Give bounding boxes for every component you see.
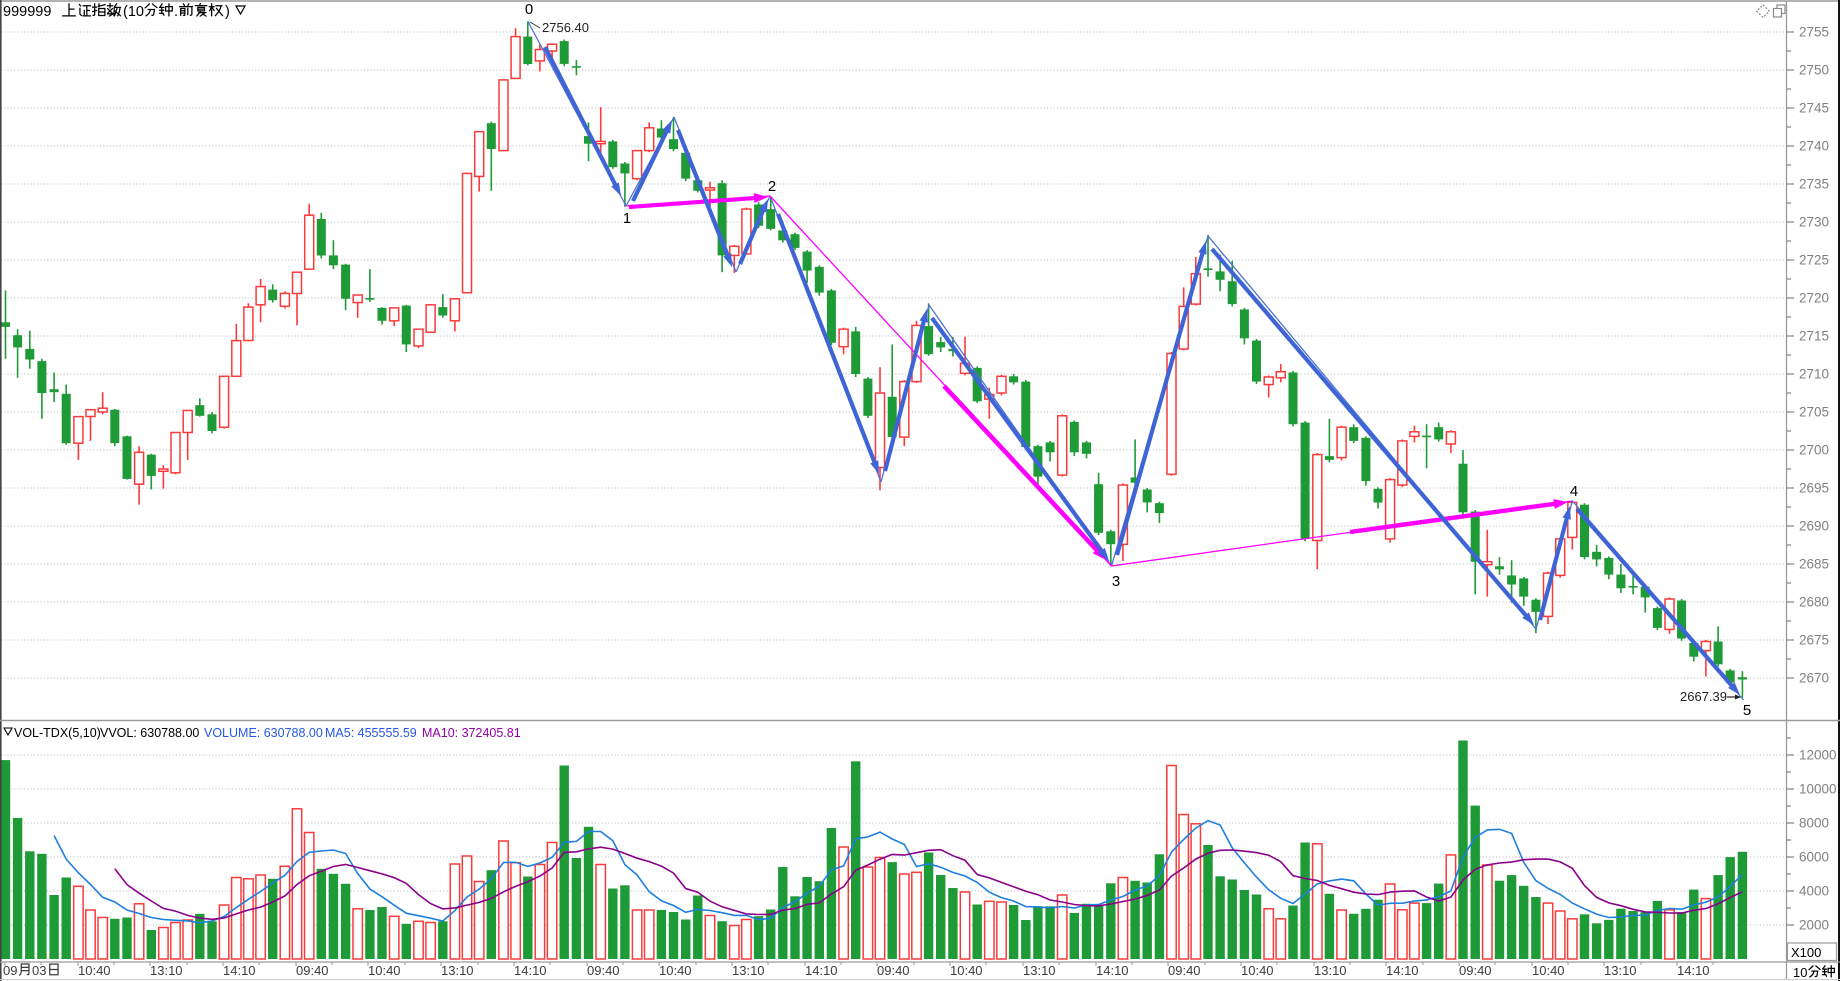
svg-text:MA5: 455555.59: MA5: 455555.59 (325, 726, 417, 740)
svg-text:10:40: 10:40 (78, 963, 111, 978)
svg-text:13:10: 13:10 (441, 963, 474, 978)
svg-text:2695: 2695 (1799, 481, 1829, 496)
svg-text:2680: 2680 (1799, 595, 1829, 610)
svg-text:2750: 2750 (1799, 63, 1829, 78)
svg-text:8000: 8000 (1799, 816, 1829, 831)
svg-text:0: 0 (525, 1, 533, 18)
svg-text:3: 3 (1112, 573, 1120, 590)
svg-text:2685: 2685 (1799, 557, 1829, 572)
svg-text:10:40: 10:40 (950, 963, 983, 978)
svg-text:2755: 2755 (1799, 25, 1829, 40)
svg-text:999999: 999999 (3, 4, 51, 20)
svg-text:2720: 2720 (1799, 291, 1829, 306)
svg-text:10:40: 10:40 (1241, 963, 1274, 978)
svg-text:2735: 2735 (1799, 177, 1829, 192)
svg-text:2725: 2725 (1799, 253, 1829, 268)
svg-text:2740: 2740 (1799, 139, 1829, 154)
svg-text:14:10: 14:10 (1677, 963, 1710, 978)
svg-text:VVOL: 630788.00: VVOL: 630788.00 (100, 726, 199, 740)
svg-text:2690: 2690 (1799, 519, 1829, 534)
svg-text:2730: 2730 (1799, 215, 1829, 230)
svg-text:12000: 12000 (1799, 748, 1837, 763)
svg-text:03: 03 (32, 963, 46, 978)
svg-text:13:10: 13:10 (150, 963, 183, 978)
svg-text:10: 10 (1793, 965, 1807, 980)
svg-text:2715: 2715 (1799, 329, 1829, 344)
svg-text:2705: 2705 (1799, 405, 1829, 420)
svg-text:10000: 10000 (1799, 782, 1837, 797)
svg-text:X100: X100 (1791, 945, 1821, 960)
svg-text:14:10: 14:10 (514, 963, 547, 978)
svg-text:2675: 2675 (1799, 633, 1829, 648)
svg-text:14:10: 14:10 (805, 963, 838, 978)
svg-text:): ) (225, 4, 230, 20)
svg-text:09:40: 09:40 (877, 963, 910, 978)
svg-text:14:10: 14:10 (223, 963, 256, 978)
svg-text:2710: 2710 (1799, 367, 1829, 382)
svg-text:4000: 4000 (1799, 884, 1829, 899)
svg-text:10:40: 10:40 (659, 963, 692, 978)
svg-text:4: 4 (1570, 483, 1578, 500)
svg-text:1: 1 (623, 210, 631, 227)
svg-text:09:40: 09:40 (296, 963, 329, 978)
svg-text:2670: 2670 (1799, 671, 1829, 686)
svg-text:13:10: 13:10 (1023, 963, 1056, 978)
svg-text:2756.40: 2756.40 (542, 20, 589, 35)
svg-text:10:40: 10:40 (1532, 963, 1565, 978)
svg-text:10:40: 10:40 (368, 963, 401, 978)
svg-text:09:40: 09:40 (1168, 963, 1201, 978)
svg-text:13:10: 13:10 (732, 963, 765, 978)
svg-text:(10: (10 (123, 4, 144, 20)
svg-text:14:10: 14:10 (1096, 963, 1129, 978)
svg-text:09:40: 09:40 (587, 963, 620, 978)
svg-text:6000: 6000 (1799, 850, 1829, 865)
svg-text:13:10: 13:10 (1314, 963, 1347, 978)
svg-text:2700: 2700 (1799, 443, 1829, 458)
svg-text:09:40: 09:40 (1459, 963, 1492, 978)
svg-text:.: . (174, 4, 178, 20)
svg-text:2: 2 (768, 178, 776, 195)
svg-text:09: 09 (3, 963, 17, 978)
svg-text:13:10: 13:10 (1604, 963, 1637, 978)
svg-text:2667.39: 2667.39 (1680, 689, 1727, 704)
svg-text:VOLUME: 630788.00: VOLUME: 630788.00 (204, 726, 323, 740)
svg-text:MA10: 372405.81: MA10: 372405.81 (422, 726, 521, 740)
svg-text:5: 5 (1743, 702, 1751, 719)
svg-text:2745: 2745 (1799, 101, 1829, 116)
svg-text:VOL-TDX(5,10): VOL-TDX(5,10) (14, 726, 101, 740)
svg-text:2000: 2000 (1799, 918, 1829, 933)
svg-text:14:10: 14:10 (1386, 963, 1419, 978)
